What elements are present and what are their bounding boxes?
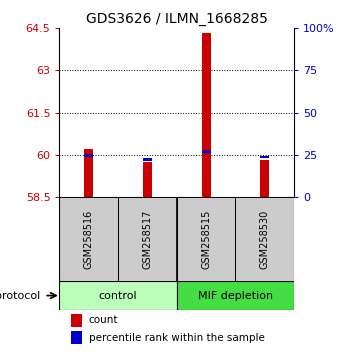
Bar	[71, 314, 82, 327]
Text: MIF depletion: MIF depletion	[198, 291, 273, 301]
Text: control: control	[99, 291, 137, 301]
Bar	[235, 197, 294, 281]
Text: GSM258516: GSM258516	[84, 209, 94, 269]
Bar	[202, 150, 210, 153]
Bar	[177, 197, 235, 281]
Bar	[118, 197, 177, 281]
Text: count: count	[89, 315, 118, 325]
Text: GSM258530: GSM258530	[260, 209, 270, 269]
Bar	[177, 281, 294, 310]
Bar	[260, 156, 269, 158]
Bar	[59, 197, 118, 281]
Bar	[71, 331, 82, 344]
Title: GDS3626 / ILMN_1668285: GDS3626 / ILMN_1668285	[86, 12, 268, 26]
Bar	[260, 160, 269, 197]
Text: GSM258515: GSM258515	[201, 209, 211, 269]
Text: percentile rank within the sample: percentile rank within the sample	[89, 333, 265, 343]
Bar	[84, 149, 93, 197]
Bar	[143, 162, 152, 197]
Bar	[143, 159, 152, 161]
Text: GSM258517: GSM258517	[142, 209, 152, 269]
Bar	[59, 281, 177, 310]
Text: protocol: protocol	[0, 291, 41, 301]
Bar	[84, 154, 93, 156]
Bar	[202, 33, 210, 197]
